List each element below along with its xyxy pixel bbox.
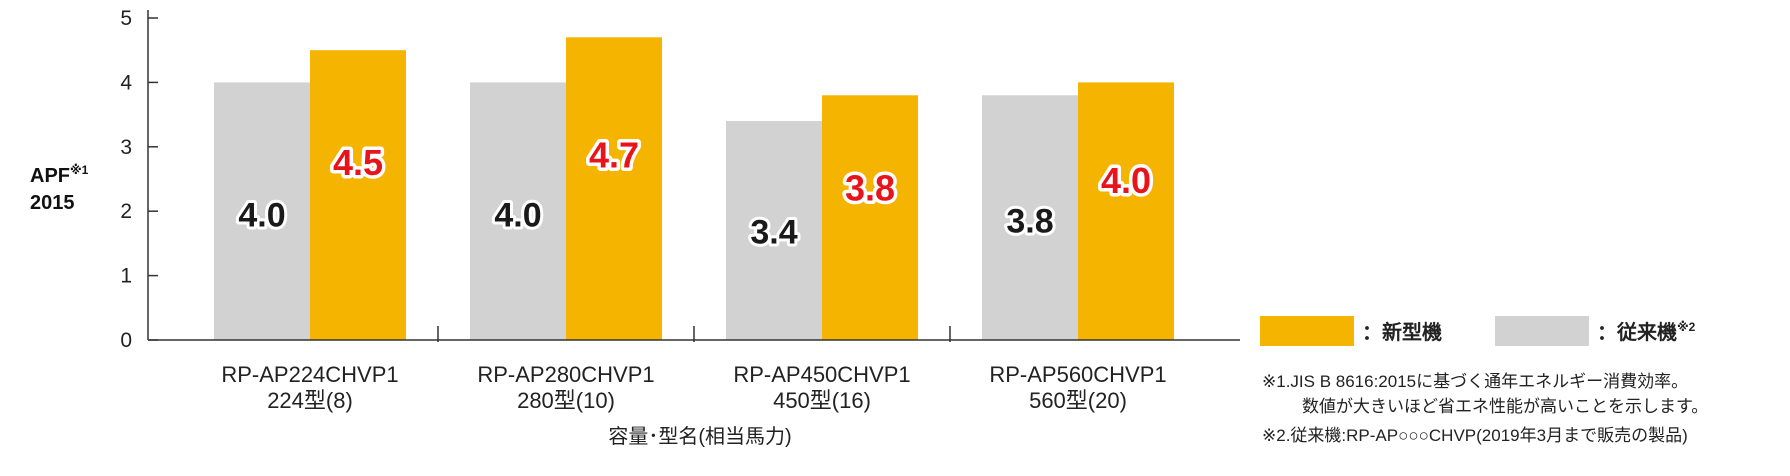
data-label-new-model: 3.8: [845, 168, 895, 209]
x-tick-label-model: RP-AP224CHVP1: [221, 362, 398, 387]
data-label-new-model: 4.0: [1101, 160, 1151, 201]
bar-new-model: [566, 37, 662, 340]
x-tick-label-size: 224型(8): [267, 388, 353, 413]
data-label-old-model: 3.8: [1006, 202, 1053, 240]
data-label-old-model: 4.0: [494, 197, 541, 235]
data-label-old-model: 3.4: [750, 214, 797, 252]
bar-old-model: [214, 82, 310, 341]
y-axis-title-line2: 2015: [30, 192, 75, 214]
legend: ：新型機 ：従来機※2: [1260, 316, 1696, 346]
data-label-old-model: 4.0: [238, 197, 285, 235]
legend-label-new: ：新型機: [1362, 320, 1442, 344]
x-tick-label-size: 450型(16): [773, 388, 871, 413]
legend-label-old: ：従来機※2: [1597, 320, 1696, 344]
bar-old-model: [982, 95, 1078, 340]
x-tick-label-size: 280型(10): [517, 388, 615, 413]
footnote-2: ※2.従来機:RP-AP○○○CHVP(2019年3月まで販売の製品): [1262, 426, 1688, 445]
legend-label-old-note-mark: ※2: [1677, 320, 1696, 334]
bar-new-model: [822, 95, 918, 340]
data-label-new-model: 4.7: [589, 134, 639, 175]
bar-new-model: [1078, 82, 1174, 341]
legend-swatch-new: [1260, 316, 1354, 346]
y-axis-title-note-mark: ※1: [70, 163, 89, 177]
y-tick-label: 2: [120, 200, 132, 223]
bar-old-model: [470, 82, 566, 341]
bars: 4.0 4.5 4.0 4.7 3.4 3.8 3.8 4.0: [214, 37, 1174, 341]
x-tick-label-size: 560型(20): [1029, 388, 1127, 413]
y-tick-label: 5: [120, 7, 132, 30]
y-tick-label: 4: [120, 71, 132, 94]
y-tick-label: 0: [120, 329, 132, 352]
y-tick-label: 3: [120, 136, 132, 159]
legend-label-old-text: ：従来機: [1597, 320, 1677, 344]
footnotes: ※1.JIS B 8616:2015に基づく通年エネルギー消費効率。 数値が大き…: [1262, 372, 1708, 445]
data-label-new-model: 4.5: [333, 142, 383, 183]
y-axis-title-apf: APF: [30, 165, 70, 187]
y-axis-title-line1: APF※1: [30, 163, 89, 187]
x-tick-label-model: RP-AP280CHVP1: [477, 362, 654, 387]
x-tick-label-model: RP-AP450CHVP1: [733, 362, 910, 387]
x-axis-title: 容量･型名(相当馬力): [608, 425, 791, 448]
x-tick-label-model: RP-AP560CHVP1: [989, 362, 1166, 387]
bar-old-model: [726, 121, 822, 340]
y-axis: 0 1 2 3 4 5: [120, 7, 158, 352]
footnote-1: ※1.JIS B 8616:2015に基づく通年エネルギー消費効率。: [1262, 372, 1688, 391]
y-tick-label: 1: [120, 265, 132, 288]
legend-swatch-old: [1495, 316, 1589, 346]
footnote-1-continued: 数値が大きいほど省エネ性能が高いことを示します。: [1302, 397, 1708, 416]
bar-new-model: [310, 50, 406, 340]
